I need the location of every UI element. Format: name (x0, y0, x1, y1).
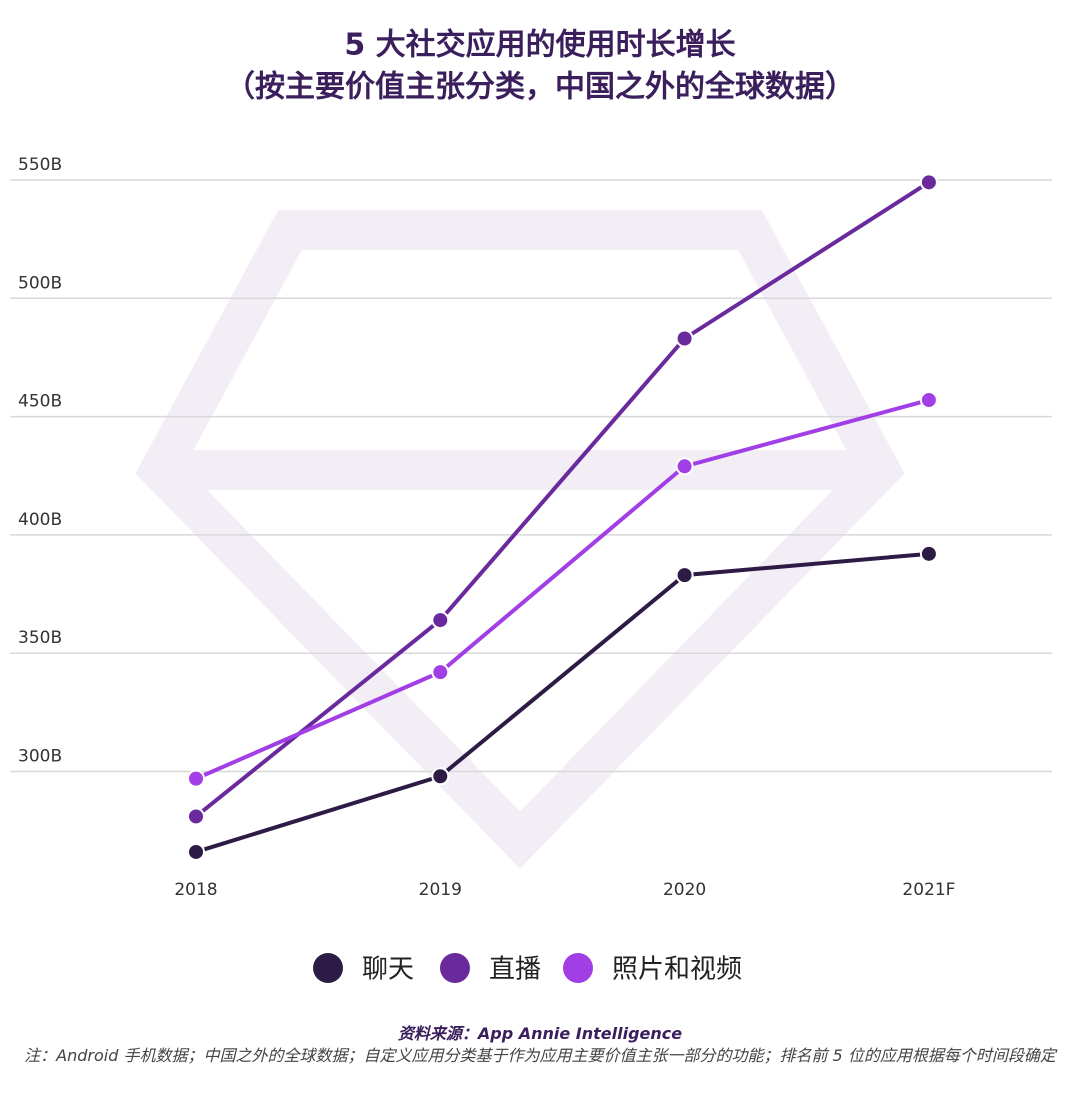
chart-subtitle: （按主要价值主张分类，中国之外的全球数据） (225, 70, 855, 105)
watermark (135, 210, 905, 869)
chart: 5 大社交应用的使用时长增长 （按主要价值主张分类，中国之外的全球数据） 300… (10, 28, 1052, 985)
legend-marker (313, 953, 343, 983)
y-tick-label: 450B (18, 392, 62, 412)
x-tick-label: 2018 (174, 880, 217, 900)
legend-marker (563, 953, 593, 983)
y-tick-label: 550B (18, 155, 62, 175)
x-tick-label: 2021F (902, 880, 955, 900)
data-point (431, 611, 450, 630)
y-tick-label: 350B (18, 628, 62, 648)
data-point (919, 173, 938, 192)
data-point (919, 391, 938, 410)
data-point (187, 842, 205, 861)
x-tick-label: 2019 (419, 880, 462, 900)
y-tick-label: 400B (18, 510, 62, 530)
chart-title: 5 大社交应用的使用时长增长 (344, 28, 735, 63)
data-point (187, 769, 205, 788)
source: 资料来源：App Annie Intelligence (397, 1024, 683, 1043)
data-point (675, 566, 694, 585)
data-point (431, 767, 450, 786)
data-point (431, 663, 450, 682)
y-tick-label: 300B (18, 747, 62, 767)
data-point (675, 457, 694, 476)
legend-label: 聊天 (362, 955, 414, 985)
note: 注：Android 手机数据；中国之外的全球数据；自定义应用分类基于作为应用主要… (24, 1046, 1056, 1065)
data-point (919, 544, 938, 563)
data-point (675, 329, 694, 348)
series-line (195, 551, 930, 854)
legend-label: 直播 (489, 955, 541, 985)
y-tick-label: 500B (18, 273, 62, 293)
legend-marker (440, 953, 470, 983)
data-point (187, 807, 205, 826)
series-line (195, 398, 930, 781)
series-line (194, 180, 930, 819)
x-tick-label: 2020 (663, 880, 706, 900)
legend-label: 照片和视频 (612, 955, 742, 985)
